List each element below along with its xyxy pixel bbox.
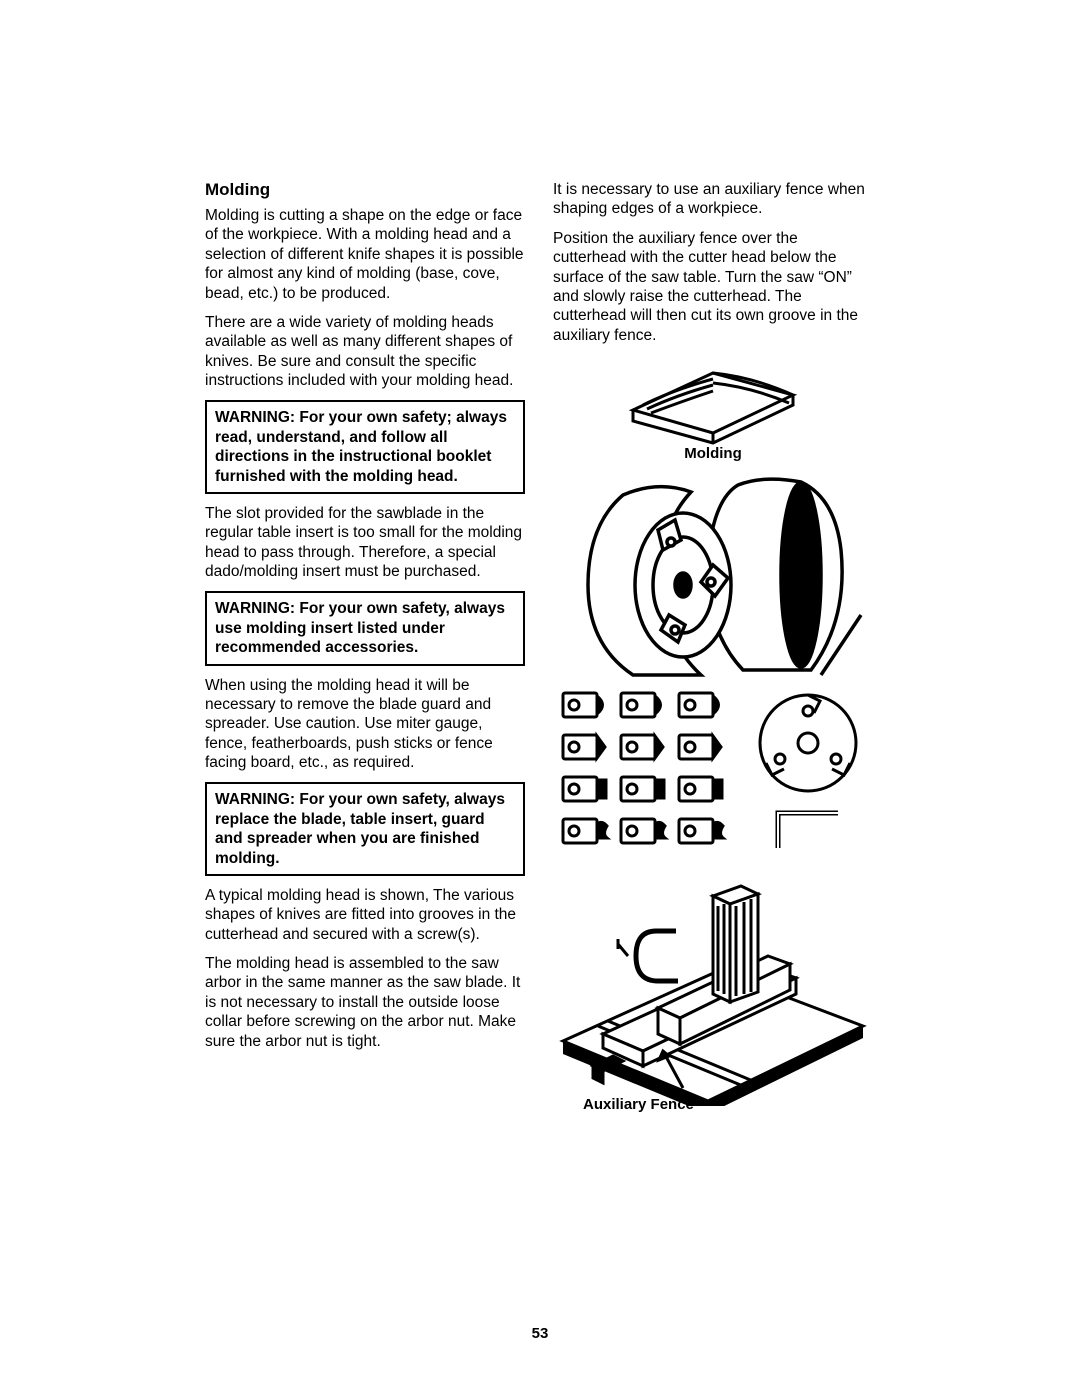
- figure-molding-piece: Molding: [553, 355, 873, 462]
- cutter-kit-icon: [558, 688, 868, 868]
- warning-box-1: WARNING: For your own safety; always rea…: [205, 400, 525, 494]
- para-typical: A typical molding head is shown, The var…: [205, 886, 525, 944]
- molding-head-icon: [563, 470, 863, 680]
- para-aux-1: It is necessary to use an auxiliary fenc…: [553, 180, 873, 219]
- warning-box-2: WARNING: For your own safety, always use…: [205, 591, 525, 665]
- figure-aux-fence: Auxiliary Fence: [553, 876, 873, 1113]
- aux-fence-icon: [558, 876, 868, 1106]
- molding-piece-icon: [613, 355, 813, 445]
- para-assembly: The molding head is assembled to the saw…: [205, 954, 525, 1051]
- figure-label-molding: Molding: [553, 445, 873, 462]
- para-intro-1: Molding is cutting a shape on the edge o…: [205, 206, 525, 303]
- figure-molding-head: [553, 470, 873, 680]
- warning-box-3: WARNING: For your own safety, always rep…: [205, 782, 525, 876]
- para-intro-2: There are a wide variety of molding head…: [205, 313, 525, 391]
- page-number: 53: [0, 1325, 1080, 1342]
- section-heading: Molding: [205, 180, 525, 200]
- para-slot: The slot provided for the sawblade in th…: [205, 504, 525, 582]
- para-usage: When using the molding head it will be n…: [205, 676, 525, 773]
- para-aux-2: Position the auxiliary fence over the cu…: [553, 229, 873, 345]
- figure-cutter-kit: [553, 688, 873, 868]
